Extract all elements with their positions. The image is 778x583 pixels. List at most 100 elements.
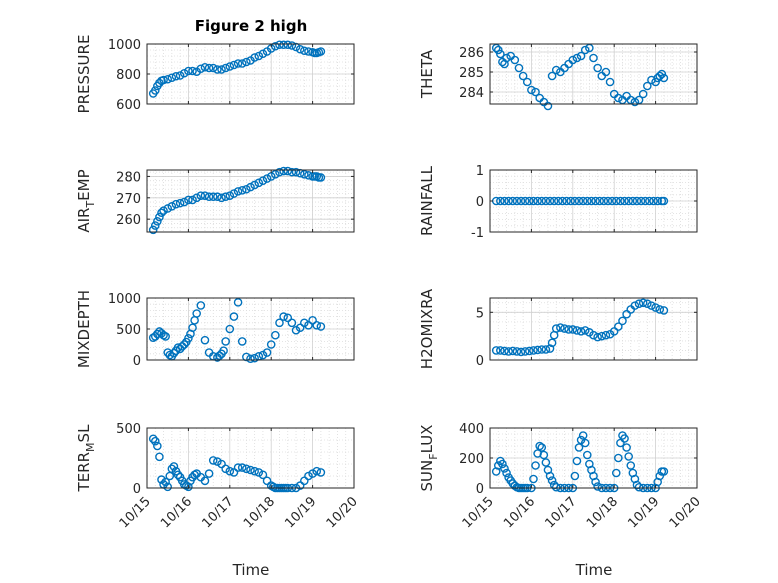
data-point (221, 337, 230, 346)
data-point (659, 73, 669, 83)
y-tick-label: 270 (116, 192, 141, 207)
y-tick-label: 200 (459, 452, 484, 467)
y-axis-label-part: TERR (75, 452, 93, 493)
data-point (192, 193, 201, 203)
data-point (188, 323, 197, 333)
data-point (541, 458, 551, 467)
data-point (595, 196, 605, 206)
figure-title: Figure 2 high (195, 17, 308, 35)
data-point (504, 196, 513, 206)
data-point (630, 301, 640, 310)
data-point (620, 196, 629, 206)
y-axis-label: SUNFLUX (418, 425, 440, 492)
data-point (591, 477, 600, 487)
data-point (221, 192, 230, 202)
data-point (233, 59, 243, 68)
data-point (614, 453, 623, 463)
data-point (659, 467, 669, 476)
data-point (529, 196, 538, 206)
data-point (508, 346, 518, 356)
data-point (572, 53, 582, 63)
data-point (271, 41, 280, 51)
data-point (531, 461, 540, 470)
data-point (500, 346, 509, 356)
x-axis-label-right: Time (575, 561, 613, 579)
data-point (242, 57, 251, 67)
data-point (510, 55, 520, 65)
axes-box (146, 169, 355, 233)
data-point (568, 325, 578, 334)
data-point (237, 59, 247, 68)
y-tick-label: 5 (476, 306, 484, 321)
data-point (159, 206, 168, 215)
data-point (580, 326, 590, 335)
data-point (578, 196, 588, 206)
data-point (529, 474, 538, 484)
data-point (628, 196, 638, 206)
y-axis-label: THETA (418, 49, 436, 99)
x-tick-label: 10/15 (460, 494, 497, 531)
data-point (300, 476, 309, 486)
data-point (221, 63, 230, 73)
data-point (161, 332, 170, 341)
data-point (541, 196, 551, 206)
data-point (640, 196, 650, 206)
data-point (643, 299, 652, 309)
x-tick-label: 10/20 (324, 494, 361, 531)
data-point (246, 354, 255, 364)
data-point (599, 196, 609, 206)
y-tick-label: 1 (476, 164, 484, 179)
data-point (215, 351, 224, 360)
data-point (562, 196, 571, 206)
data-point (582, 450, 592, 460)
y-tick-label: 260 (116, 213, 141, 228)
data-point (295, 44, 305, 54)
data-point (304, 171, 313, 180)
x-tick-label: 10/16 (158, 494, 195, 531)
subplot-h2omixra: 0 5 H2OMIXRA (418, 288, 698, 369)
x-tick-label: 10/19 (282, 494, 319, 531)
x-tick-label: 10/17 (200, 494, 237, 531)
data-point (219, 346, 228, 356)
data-point (200, 191, 210, 200)
data-point (316, 47, 326, 56)
data-point (159, 75, 168, 85)
data-point (578, 431, 588, 440)
data-point (304, 320, 313, 330)
series-pressure (148, 40, 326, 98)
y-tick-label: 500 (116, 323, 141, 338)
data-point (262, 476, 272, 486)
plot-area (147, 428, 354, 488)
data-point (237, 337, 247, 346)
data-point (316, 322, 326, 331)
x-tick-label: 10/18 (584, 494, 621, 531)
data-point (153, 217, 162, 226)
data-point (537, 443, 547, 452)
data-point (266, 340, 276, 349)
data-point (204, 63, 214, 73)
data-point (283, 40, 293, 50)
data-point (308, 316, 317, 325)
data-point (188, 195, 197, 205)
data-point (229, 189, 239, 198)
data-point (589, 53, 598, 63)
data-point (520, 347, 530, 356)
data-point (225, 466, 235, 476)
data-point (271, 169, 280, 179)
data-point (496, 196, 505, 206)
data-point (271, 330, 280, 340)
data-point (580, 45, 590, 55)
data-point (491, 346, 501, 355)
data-point (254, 178, 264, 188)
data-point (196, 191, 206, 200)
data-point (624, 196, 633, 206)
data-point (568, 55, 578, 65)
data-point (522, 77, 532, 87)
data-point (316, 468, 326, 477)
data-point (175, 198, 185, 208)
data-point (171, 199, 181, 209)
series-h2omixra (491, 298, 669, 357)
data-point (500, 196, 509, 206)
subplot-pressure: 600 800 1000 PRESSURE (75, 35, 355, 113)
